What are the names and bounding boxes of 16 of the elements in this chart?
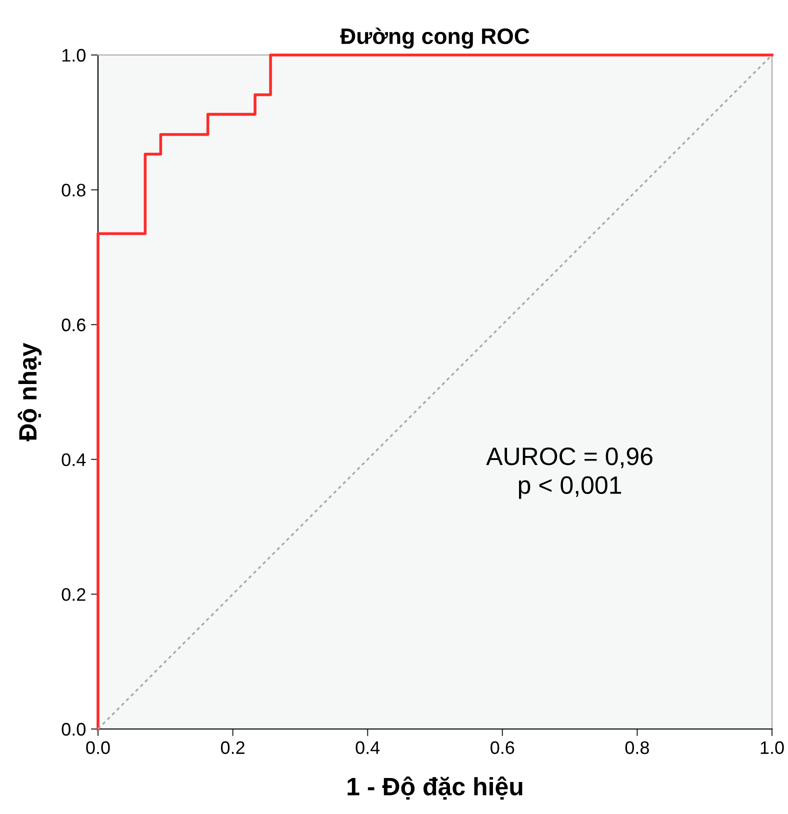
y-tick-label: 0.8 [62,184,86,197]
y-tick-label: 0.6 [62,318,86,332]
x-tick-label: 0.4 [356,741,380,754]
x-tick-label: 0.0 [86,741,110,754]
annotation: AUROC = 0,96 p < 0,001 [486,448,652,499]
y-axis-title: Độ nhạy [18,342,42,442]
y-tick-label: 0.4 [62,453,86,466]
y-tick-label: 1.0 [62,48,86,62]
chart-title: Đường cong ROC [340,28,530,49]
x-tick-label: 0.8 [625,741,649,754]
x-axis-title: 1 - Độ đặc hiệu [348,776,522,800]
y-tick-label: 0.0 [62,722,86,736]
x-tick-label: 0.2 [220,741,244,754]
x-tick-label: 1.0 [760,741,784,754]
x-tick-label: 0.6 [490,741,514,754]
y-tick-label: 0.2 [62,588,86,601]
